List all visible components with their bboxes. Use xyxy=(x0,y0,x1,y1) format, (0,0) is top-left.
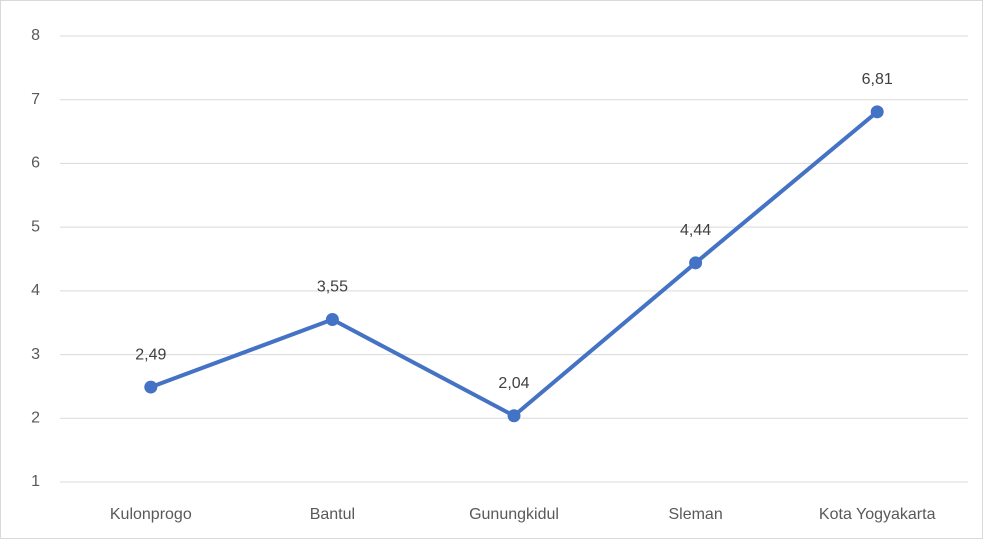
x-tick-label: Kota Yogyakarta xyxy=(819,506,936,523)
point-marker xyxy=(144,380,158,394)
y-tick-label: 6 xyxy=(31,155,40,172)
x-tick-label: Bantul xyxy=(310,506,355,523)
y-tick-label: 3 xyxy=(31,346,40,363)
point-marker xyxy=(870,105,884,119)
data-label: 2,04 xyxy=(498,375,529,392)
data-label: 3,55 xyxy=(317,279,348,296)
y-tick-label: 2 xyxy=(31,410,40,427)
x-tick-label: Kulonprogo xyxy=(110,506,192,523)
y-tick-label: 5 xyxy=(31,218,40,235)
y-tick-label: 8 xyxy=(31,27,40,44)
point-marker xyxy=(507,409,521,423)
x-tick-label: Gunungkidul xyxy=(469,506,559,523)
y-tick-label: 1 xyxy=(31,473,40,490)
x-tick-label: Sleman xyxy=(668,506,722,523)
point-marker xyxy=(689,256,703,270)
data-label: 4,44 xyxy=(680,222,711,239)
point-marker xyxy=(325,313,339,327)
y-tick-label: 7 xyxy=(31,91,40,108)
data-label: 6,81 xyxy=(862,71,893,88)
data-label: 2,49 xyxy=(135,346,166,363)
y-tick-label: 4 xyxy=(31,282,40,299)
